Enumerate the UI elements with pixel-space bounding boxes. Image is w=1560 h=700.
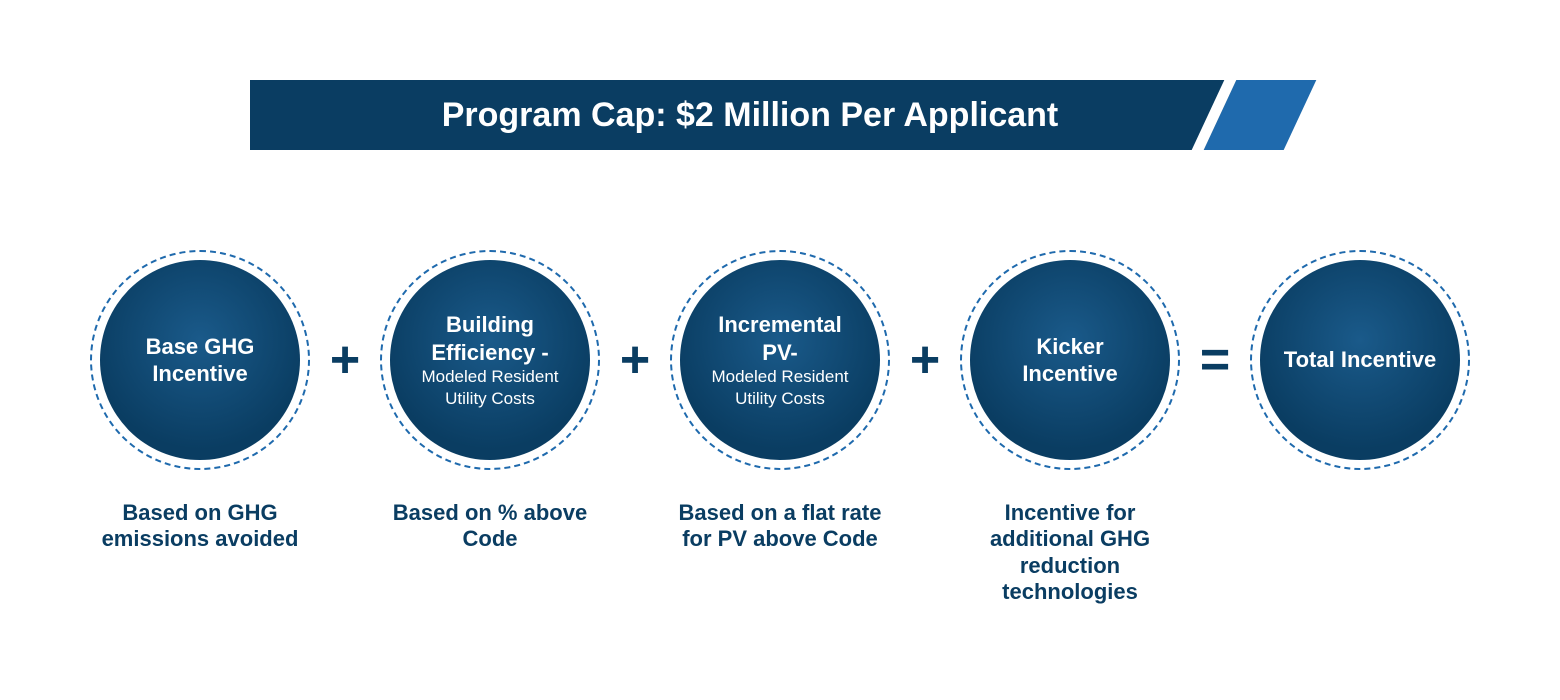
circle-border: Kicker Incentive xyxy=(960,250,1180,470)
banner-accent-stripe xyxy=(1204,80,1317,150)
formula-item-base-ghg: Base GHG Incentive Based on GHG emission… xyxy=(80,250,320,553)
operator-equals: = xyxy=(1190,250,1240,470)
operator-plus: + xyxy=(610,250,660,470)
circle-title: Kicker Incentive xyxy=(990,333,1150,388)
formula-item-incremental-pv: Incremental PV- Modeled Resident Utility… xyxy=(660,250,900,553)
caption-incremental-pv: Based on a flat rate for PV above Code xyxy=(670,500,890,553)
caption-building-efficiency: Based on % above Code xyxy=(380,500,600,553)
caption-kicker: Incentive for additional GHG reduction t… xyxy=(960,500,1180,606)
program-cap-banner: Program Cap: $2 Million Per Applicant xyxy=(250,80,1250,150)
circle-border: Base GHG Incentive xyxy=(90,250,310,470)
circle-sub: Modeled Resident Utility Costs xyxy=(410,366,570,409)
operator-plus: + xyxy=(900,250,950,470)
circle-incremental-pv: Incremental PV- Modeled Resident Utility… xyxy=(680,260,880,460)
incentive-formula: Base GHG Incentive Based on GHG emission… xyxy=(0,250,1560,606)
formula-item-total: Total Incentive xyxy=(1240,250,1480,500)
circle-title: Incremental PV- xyxy=(700,311,860,366)
circle-title: Base GHG Incentive xyxy=(120,333,280,388)
circle-border: Incremental PV- Modeled Resident Utility… xyxy=(670,250,890,470)
circle-total: Total Incentive xyxy=(1260,260,1460,460)
circle-kicker: Kicker Incentive xyxy=(970,260,1170,460)
formula-item-kicker: Kicker Incentive Incentive for additiona… xyxy=(950,250,1190,606)
circle-border: Building Efficiency - Modeled Resident U… xyxy=(380,250,600,470)
circle-building-efficiency: Building Efficiency - Modeled Resident U… xyxy=(390,260,590,460)
caption-base-ghg: Based on GHG emissions avoided xyxy=(90,500,310,553)
circle-title: Building Efficiency - xyxy=(410,311,570,366)
banner-text: Program Cap: $2 Million Per Applicant xyxy=(442,96,1059,135)
circle-sub: Modeled Resident Utility Costs xyxy=(700,366,860,409)
circle-title: Total Incentive xyxy=(1284,346,1436,374)
circle-base-ghg: Base GHG Incentive xyxy=(100,260,300,460)
formula-item-building-efficiency: Building Efficiency - Modeled Resident U… xyxy=(370,250,610,553)
operator-plus: + xyxy=(320,250,370,470)
banner-container: Program Cap: $2 Million Per Applicant xyxy=(250,80,1310,150)
circle-border: Total Incentive xyxy=(1250,250,1470,470)
